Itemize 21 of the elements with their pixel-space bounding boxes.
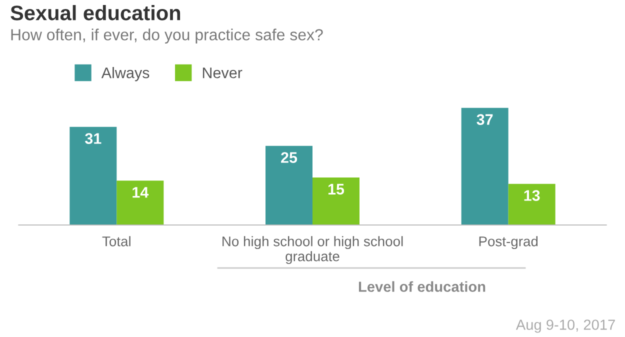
x-tick-label: No high school or high school graduate <box>222 236 403 264</box>
legend-label: Always <box>101 67 150 82</box>
data-label: 15 <box>328 184 344 195</box>
data-label: 25 <box>281 152 298 163</box>
data-label: 31 <box>85 133 102 144</box>
data-label: 37 <box>476 114 493 125</box>
x-tick-label: Post-grad <box>479 236 538 250</box>
bar <box>461 108 508 225</box>
text: Aug 9-10, 2017 <box>516 320 615 333</box>
x-tick-label: Total <box>102 236 130 246</box>
chart-title: Sexual education <box>10 5 180 20</box>
data-label: 14 <box>132 187 149 198</box>
bar <box>70 126 117 225</box>
text: Level of education <box>358 281 486 292</box>
bar <box>508 184 556 225</box>
bar <box>266 146 312 225</box>
bar <box>312 178 360 225</box>
legend-label: Never <box>202 68 242 78</box>
bar <box>116 180 164 225</box>
chart-subtitle: How often, if ever, do you practice safe sex? <box>11 28 323 44</box>
data-label: 13 <box>524 190 540 201</box>
